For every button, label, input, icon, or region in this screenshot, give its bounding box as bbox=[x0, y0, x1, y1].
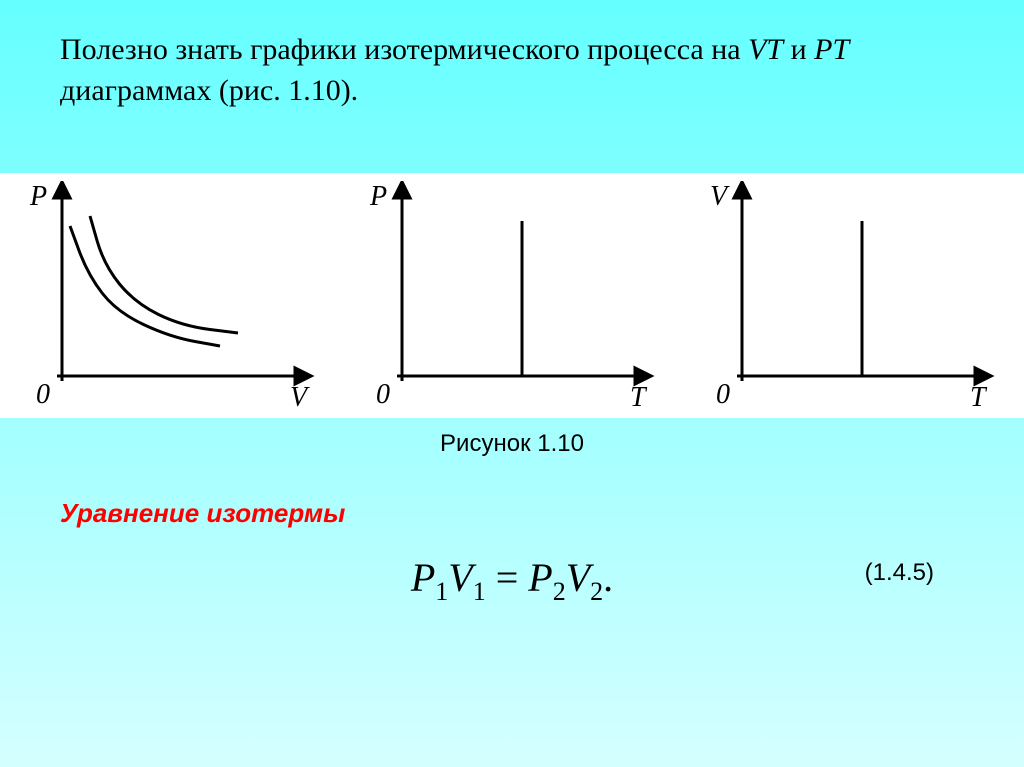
bottom-panel: Уравнение изотермы P1V1 = P2V2. (1.4.5) bbox=[0, 458, 1024, 607]
equation-number: (1.4.5) bbox=[865, 559, 934, 587]
axis-label-v: V bbox=[290, 382, 310, 411]
axis-label-p: P bbox=[369, 181, 387, 212]
axis-label-t: T bbox=[970, 382, 988, 411]
charts-band: P V 0 P T 0 bbox=[0, 173, 1024, 418]
chart-pv: P V 0 bbox=[22, 181, 322, 411]
heading-prefix: Полезно знать графики изотермического пр… bbox=[60, 33, 748, 66]
origin-label: 0 bbox=[36, 379, 50, 410]
chart-pt: P T 0 bbox=[362, 181, 662, 411]
heading-suffix: диаграммах (рис. 1.10). bbox=[60, 74, 358, 107]
equation-subheading: Уравнение изотермы bbox=[60, 498, 964, 529]
origin-label: 0 bbox=[376, 379, 390, 410]
axis-label-p: P bbox=[29, 181, 47, 212]
isotherm-curve-2 bbox=[90, 216, 238, 333]
heading: Полезно знать графики изотермического пр… bbox=[60, 30, 964, 111]
figure-caption: Рисунок 1.10 bbox=[0, 418, 1024, 458]
axis-label-v: V bbox=[710, 181, 730, 212]
equation: P1V1 = P2V2. bbox=[411, 554, 613, 607]
chart-vt: V T 0 bbox=[702, 181, 1002, 411]
heading-pt: РТ bbox=[814, 33, 849, 66]
axis-label-t: T bbox=[630, 382, 648, 411]
heading-mid: и bbox=[783, 33, 814, 66]
origin-label: 0 bbox=[716, 379, 730, 410]
top-panel: Полезно знать графики изотермического пр… bbox=[0, 0, 1024, 173]
heading-vt: VТ bbox=[748, 33, 783, 66]
equation-row: P1V1 = P2V2. (1.4.5) bbox=[60, 554, 964, 607]
